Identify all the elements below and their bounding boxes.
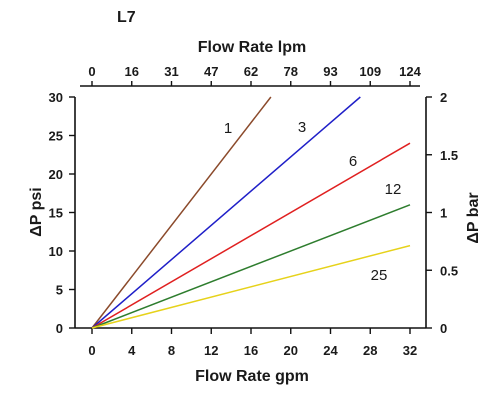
x-tick-label: 4: [128, 343, 136, 358]
x-tick-label: 20: [284, 343, 298, 358]
x-tick-label: 24: [323, 343, 338, 358]
series-line-3: [91, 96, 361, 329]
y-tick-label: 20: [49, 167, 63, 182]
y-tick-label: 15: [49, 206, 63, 221]
x2-tick-label: 78: [284, 64, 298, 79]
y-tick-label: 10: [49, 244, 63, 259]
top-x-axis-title: Flow Rate lpm: [198, 39, 306, 56]
series-line-1: [91, 96, 272, 329]
x2-tick-label: 31: [164, 64, 178, 79]
x2-tick-label: 47: [204, 64, 218, 79]
x-tick-label: 8: [168, 343, 175, 358]
y-tick-label: 5: [56, 283, 63, 298]
y-tick-label: 25: [49, 129, 63, 144]
series-label-1: 1: [224, 120, 232, 137]
y-tick-label: 30: [49, 90, 63, 105]
x-tick-label: 0: [88, 343, 95, 358]
bottom-x-axis-title: Flow Rate gpm: [195, 368, 309, 385]
x2-tick-label: 109: [359, 64, 381, 79]
series-line-6: [91, 142, 411, 329]
y2-tick-label: 1.5: [440, 148, 458, 163]
x2-tick-label: 0: [88, 64, 95, 79]
x2-tick-label: 16: [125, 64, 139, 79]
chart-title: L7: [117, 9, 136, 26]
x-tick-label: 28: [363, 343, 377, 358]
x-tick-label: 32: [403, 343, 417, 358]
x2-tick-label: 124: [399, 64, 421, 79]
series-line-25: [91, 244, 411, 329]
series-label-6: 6: [349, 153, 357, 170]
series-label-12: 12: [385, 181, 402, 198]
series-line-12: [91, 204, 411, 329]
series-label-25: 25: [371, 267, 388, 284]
x2-tick-label: 93: [323, 64, 337, 79]
x-tick-label: 12: [204, 343, 218, 358]
x2-tick-label: 62: [244, 64, 258, 79]
y-tick-label: 0: [56, 321, 63, 336]
y2-tick-label: 0: [440, 321, 447, 336]
chart-layer: 0 4 8 12 16 20 24 28 320 16 31 47 62 78 93 109 124051015…: [49, 64, 459, 358]
x-tick-label: 16: [244, 343, 258, 358]
right-y-axis-title: ΔP bar: [465, 192, 482, 243]
left-y-axis-title: ΔP psi: [28, 187, 45, 236]
y2-tick-label: 1: [440, 206, 447, 221]
y2-tick-label: 0.5: [440, 263, 458, 278]
y2-tick-label: 2: [440, 90, 447, 105]
series-label-3: 3: [298, 119, 306, 136]
